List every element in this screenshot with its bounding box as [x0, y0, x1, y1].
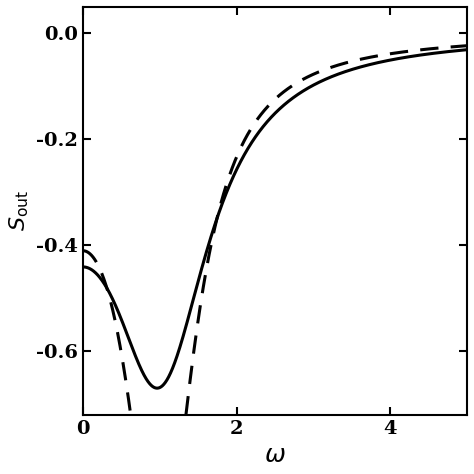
Y-axis label: $S_{\mathrm{out}}$: $S_{\mathrm{out}}$ — [7, 190, 30, 231]
X-axis label: $\omega$: $\omega$ — [264, 443, 286, 467]
